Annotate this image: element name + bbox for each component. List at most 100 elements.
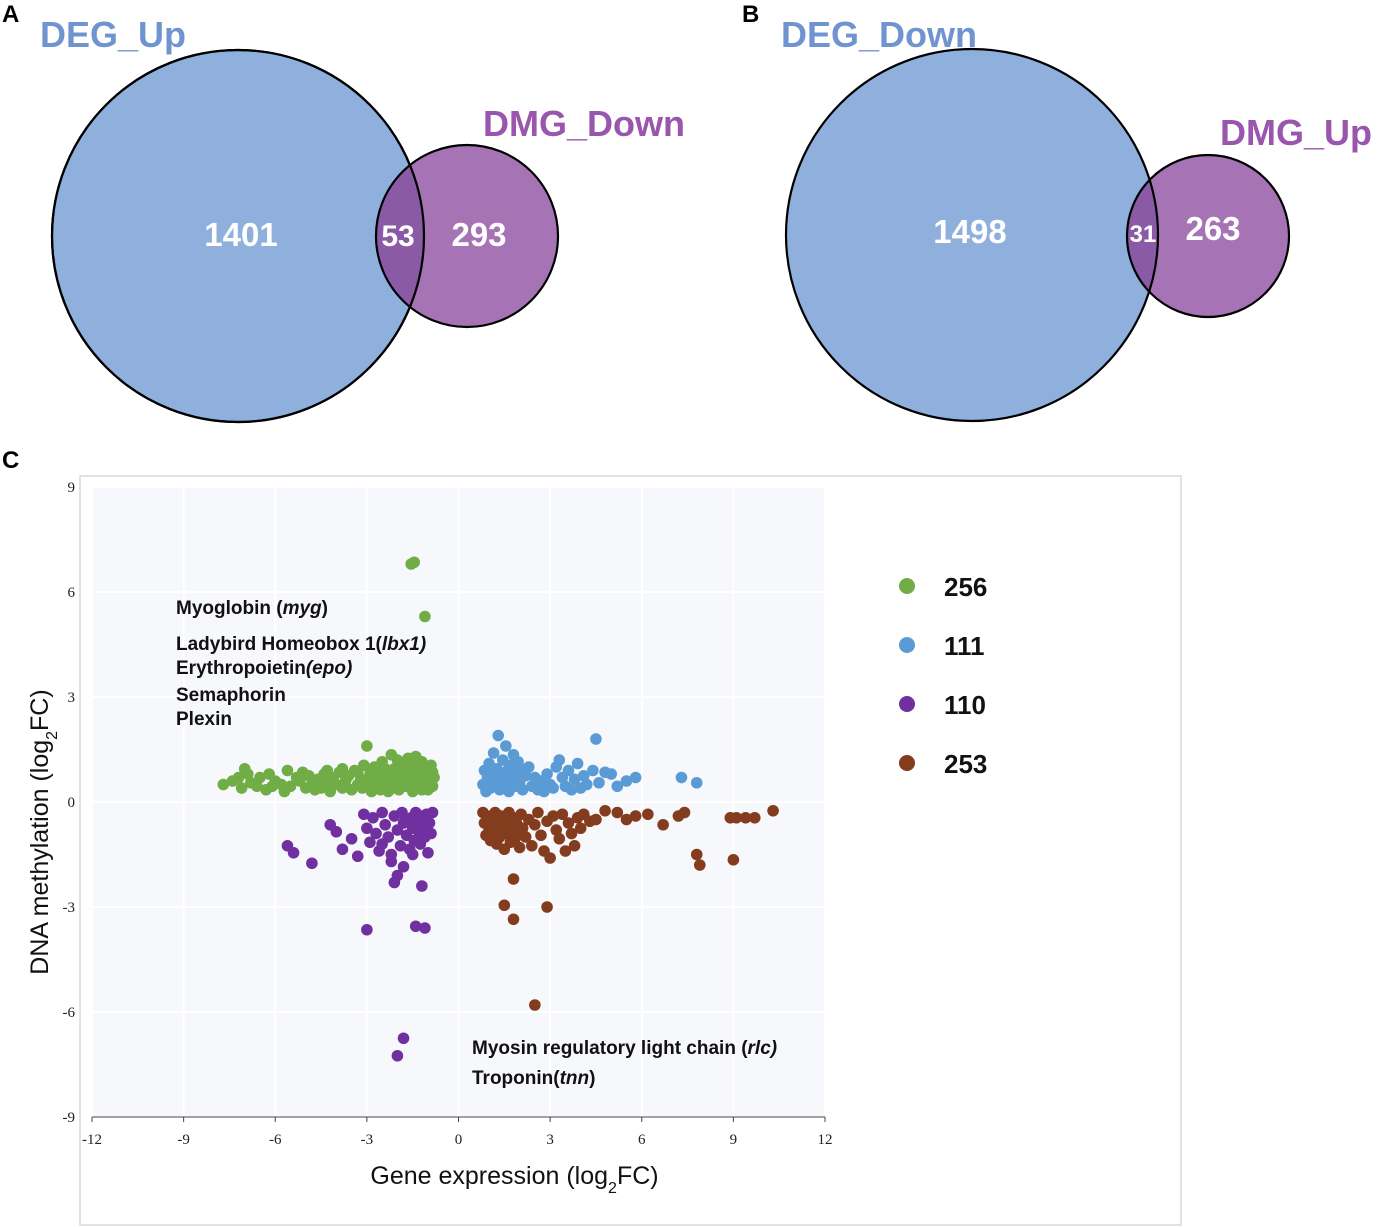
legend-marker: [899, 755, 915, 771]
panel-c-letter: C: [2, 447, 19, 474]
annotation-upper-line: Semaphorin: [176, 685, 286, 706]
data-point: [487, 747, 500, 759]
data-point: [367, 811, 379, 824]
data-point: [416, 783, 428, 796]
y-tick-label: 9: [68, 480, 76, 496]
x-tick-label: 6: [638, 1132, 646, 1148]
data-point: [379, 818, 392, 831]
data-point: [519, 831, 532, 843]
annotation-upper-line: Myoglobin (myg): [176, 598, 328, 619]
x-axis-title: Gene expression (log2FC): [370, 1162, 658, 1197]
x-tick-label: -9: [177, 1132, 190, 1148]
data-point: [296, 766, 309, 779]
data-point: [611, 806, 624, 819]
legend-item: 253: [899, 749, 987, 779]
data-point: [358, 808, 370, 821]
data-point: [587, 764, 599, 777]
data-point: [565, 827, 578, 840]
data-point: [568, 773, 581, 786]
data-point: [593, 776, 605, 789]
legend-item: 111: [899, 631, 985, 661]
data-point: [562, 764, 575, 777]
panel-a-letter: A: [2, 1, 19, 28]
data-point: [629, 771, 642, 784]
data-point: [361, 923, 373, 936]
data-point: [391, 1049, 404, 1062]
annotation-lower-line: Troponin(tnn): [472, 1068, 595, 1089]
data-point: [345, 832, 358, 845]
series-111: [477, 729, 703, 798]
data-point: [550, 824, 563, 836]
y-tick-label: -3: [63, 900, 76, 916]
data-point: [541, 901, 553, 913]
legend-item: 110: [899, 690, 986, 720]
data-point: [559, 845, 572, 857]
venn-b-right-count: 263: [1185, 210, 1240, 247]
data-point: [693, 859, 706, 871]
data-point: [690, 848, 703, 861]
data-point: [522, 761, 535, 773]
data-point: [396, 806, 408, 819]
data-point: [562, 817, 575, 829]
legend-item: 256: [899, 572, 987, 602]
venn-b-left-circle: [786, 49, 1158, 421]
data-point: [675, 771, 688, 784]
x-tick-label: -6: [269, 1132, 282, 1148]
data-point: [532, 806, 544, 819]
data-point: [498, 899, 511, 912]
data-point: [379, 762, 392, 775]
data-point: [241, 768, 254, 780]
data-point: [251, 780, 263, 793]
data-point: [306, 857, 318, 870]
annotation-upper-line: Erythropoietin(epo): [176, 658, 352, 679]
data-point: [336, 843, 349, 856]
data-point: [739, 811, 752, 824]
data-point: [727, 853, 740, 866]
data-point: [492, 729, 505, 742]
venn-a-left-count: 1401: [204, 216, 277, 253]
legend-marker: [899, 637, 915, 653]
series-253: [477, 804, 779, 1011]
venn-b-overlap-count: 31: [1130, 221, 1157, 248]
series-110: [281, 806, 439, 1062]
series-256: [217, 556, 440, 798]
data-point: [748, 811, 761, 824]
legend-marker: [899, 578, 915, 594]
venn-a-right-outline: [374, 143, 560, 329]
data-point: [403, 759, 416, 772]
data-point: [426, 806, 439, 819]
data-point: [507, 873, 520, 885]
data-point: [397, 860, 410, 873]
data-point: [620, 775, 633, 787]
data-point: [571, 757, 584, 770]
venn-a-right-label: DMG_Down: [483, 103, 685, 144]
data-point: [507, 913, 520, 926]
data-point: [351, 766, 364, 779]
data-point: [547, 810, 559, 822]
venn-b-left-outline: [784, 47, 1160, 423]
legend: 256 111 110 253: [899, 572, 987, 779]
annotation-upper-line: Plexin: [176, 709, 232, 730]
data-point: [730, 811, 743, 824]
data-point: [330, 825, 343, 838]
data-point: [416, 880, 428, 892]
legend-label: 256: [944, 572, 987, 602]
data-point: [281, 764, 294, 777]
data-point: [544, 852, 556, 864]
data-point: [500, 740, 512, 752]
data-point: [580, 778, 593, 791]
data-point: [406, 848, 419, 861]
data-point: [364, 836, 376, 849]
data-point: [287, 846, 300, 859]
annotation-upper-line: Ladybird Homeobox 1(lbx1): [176, 634, 426, 655]
data-point: [516, 783, 529, 796]
data-point: [690, 776, 703, 789]
data-point: [565, 783, 578, 796]
legend-marker: [899, 696, 915, 712]
legend-label: 110: [944, 690, 986, 720]
data-point: [232, 771, 245, 784]
data-point: [394, 839, 407, 852]
venn-b-left-label: DEG_Down: [781, 14, 977, 55]
venn-a-right-circle: [376, 145, 558, 327]
